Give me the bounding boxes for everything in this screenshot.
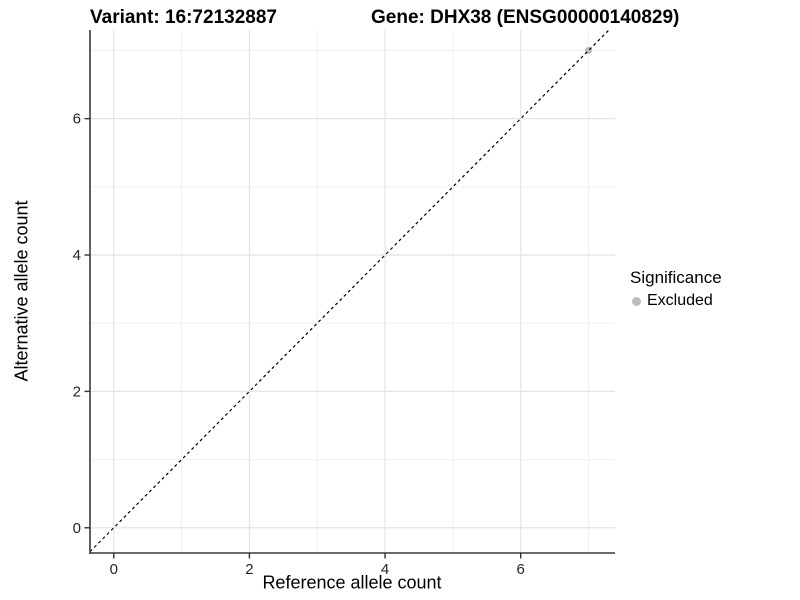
x-axis-title: Reference allele count [262, 572, 442, 593]
legend-item-label: Excluded [647, 292, 713, 309]
x-tick-label: 6 [517, 561, 525, 578]
x-tick-label: 0 [110, 561, 118, 578]
y-tick-label: 0 [73, 520, 81, 537]
x-tick-label: 2 [245, 561, 253, 578]
y-tick-label: 6 [73, 111, 81, 128]
identity-line [89, 29, 610, 553]
x-tick-label: 4 [381, 561, 389, 578]
panel-background [90, 30, 615, 553]
plot-title-gene: Gene: DHX38 (ENSG00000140829) [371, 7, 680, 28]
y-axis-title: Alternative allele count [11, 200, 32, 382]
legend-title: Significance [630, 268, 722, 287]
y-tick-label: 4 [73, 247, 81, 264]
plot-title-variant: Variant: 16:72132887 [90, 7, 277, 28]
legend-item: Excluded [630, 292, 795, 310]
legend: Significance Excluded [630, 268, 795, 310]
legend-items: Excluded [630, 292, 795, 310]
y-tick-label: 2 [73, 383, 81, 400]
legend-key-point-icon [632, 296, 641, 306]
